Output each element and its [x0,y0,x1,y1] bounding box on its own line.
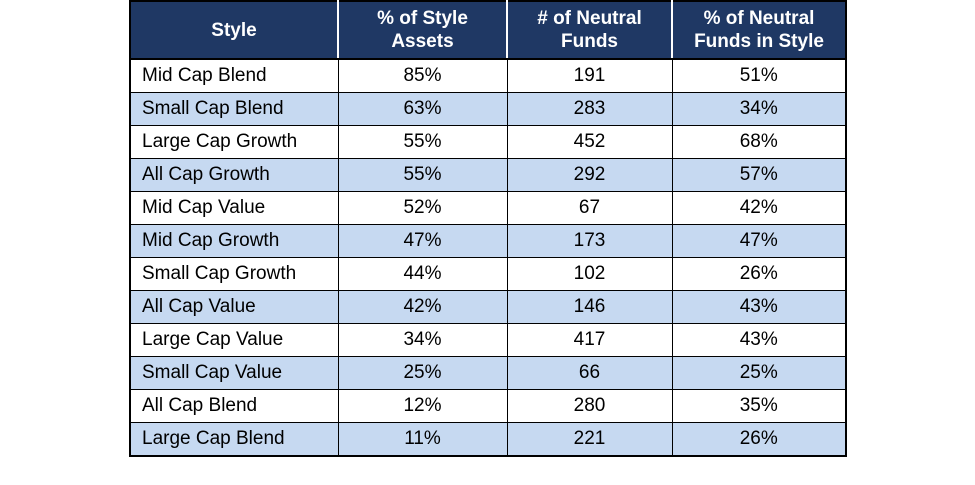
header-style: Style [129,0,339,60]
table-row: Small Cap Value 25% 66 25% [129,356,847,390]
num-neutral-funds-cell: 452 [506,125,673,159]
style-cell: Large Cap Growth [129,125,339,159]
style-cell: All Cap Blend [129,389,339,423]
pct-neutral-funds-in-style-cell: 42% [671,191,847,225]
header-pct-neutral-funds-in-style-line-1: % of Neutral [703,8,815,29]
style-cell: Small Cap Blend [129,92,339,126]
style-cell: Small Cap Growth [129,257,339,291]
pct-style-assets-cell: 55% [337,158,508,192]
num-neutral-funds-cell: 221 [506,422,673,457]
num-neutral-funds-cell: 67 [506,191,673,225]
table-row: Mid Cap Blend 85% 191 51% [129,58,847,93]
num-neutral-funds-cell: 146 [506,290,673,324]
table-row: Small Cap Growth 44% 102 26% [129,257,847,291]
style-cell: Small Cap Value [129,356,339,390]
pct-neutral-funds-in-style-cell: 47% [671,224,847,258]
table-row: Mid Cap Value 52% 67 42% [129,191,847,225]
num-neutral-funds-cell: 191 [506,58,673,93]
pct-neutral-funds-in-style-cell: 26% [671,257,847,291]
header-row: Style % of Style Assets # of Neutral Fun… [129,0,847,60]
pct-neutral-funds-in-style-cell: 43% [671,323,847,357]
header-num-neutral-funds-line-2: Funds [561,31,618,52]
num-neutral-funds-cell: 283 [506,92,673,126]
pct-neutral-funds-in-style-cell: 68% [671,125,847,159]
pct-style-assets-cell: 52% [337,191,508,225]
style-cell: Mid Cap Value [129,191,339,225]
num-neutral-funds-cell: 280 [506,389,673,423]
header-num-neutral-funds: # of Neutral Funds [506,0,673,60]
table-row: Large Cap Growth 55% 452 68% [129,125,847,159]
pct-neutral-funds-in-style-cell: 51% [671,58,847,93]
style-cell: Large Cap Value [129,323,339,357]
table-body: Mid Cap Blend 85% 191 51% Small Cap Blend 63%… [129,58,847,457]
table-row: All Cap Value 42% 146 43% [129,290,847,324]
style-cell: Large Cap Blend [129,422,339,457]
style-cell: Mid Cap Blend [129,58,339,93]
pct-neutral-funds-in-style-cell: 57% [671,158,847,192]
table-row: All Cap Growth 55% 292 57% [129,158,847,192]
header-num-neutral-funds-line-1: # of Neutral [537,8,642,29]
pct-style-assets-cell: 85% [337,58,508,93]
pct-neutral-funds-in-style-cell: 25% [671,356,847,390]
pct-style-assets-cell: 34% [337,323,508,357]
num-neutral-funds-cell: 173 [506,224,673,258]
pct-neutral-funds-in-style-cell: 26% [671,422,847,457]
num-neutral-funds-cell: 102 [506,257,673,291]
pct-style-assets-cell: 11% [337,422,508,457]
pct-neutral-funds-in-style-cell: 35% [671,389,847,423]
pct-neutral-funds-in-style-cell: 43% [671,290,847,324]
num-neutral-funds-cell: 66 [506,356,673,390]
header-pct-neutral-funds-in-style-line-2: Funds in Style [694,31,824,52]
style-table: Style % of Style Assets # of Neutral Fun… [129,0,847,457]
header-pct-style-assets-line-1: % of Style [377,8,468,29]
pct-style-assets-cell: 42% [337,290,508,324]
style-cell: Mid Cap Growth [129,224,339,258]
header-pct-style-assets-line-2: Assets [391,31,454,52]
pct-neutral-funds-in-style-cell: 34% [671,92,847,126]
header-pct-style-assets: % of Style Assets [337,0,508,60]
num-neutral-funds-cell: 292 [506,158,673,192]
pct-style-assets-cell: 12% [337,389,508,423]
pct-style-assets-cell: 63% [337,92,508,126]
table-row: Large Cap Value 34% 417 43% [129,323,847,357]
table-row: Small Cap Blend 63% 283 34% [129,92,847,126]
header-style-line-1: Style [211,19,257,41]
table-row: Mid Cap Growth 47% 173 47% [129,224,847,258]
style-cell: All Cap Value [129,290,339,324]
header-pct-neutral-funds-in-style: % of Neutral Funds in Style [671,0,847,60]
table-row: Large Cap Blend 11% 221 26% [129,422,847,457]
table-row: All Cap Blend 12% 280 35% [129,389,847,423]
num-neutral-funds-cell: 417 [506,323,673,357]
pct-style-assets-cell: 55% [337,125,508,159]
style-cell: All Cap Growth [129,158,339,192]
pct-style-assets-cell: 44% [337,257,508,291]
pct-style-assets-cell: 25% [337,356,508,390]
pct-style-assets-cell: 47% [337,224,508,258]
